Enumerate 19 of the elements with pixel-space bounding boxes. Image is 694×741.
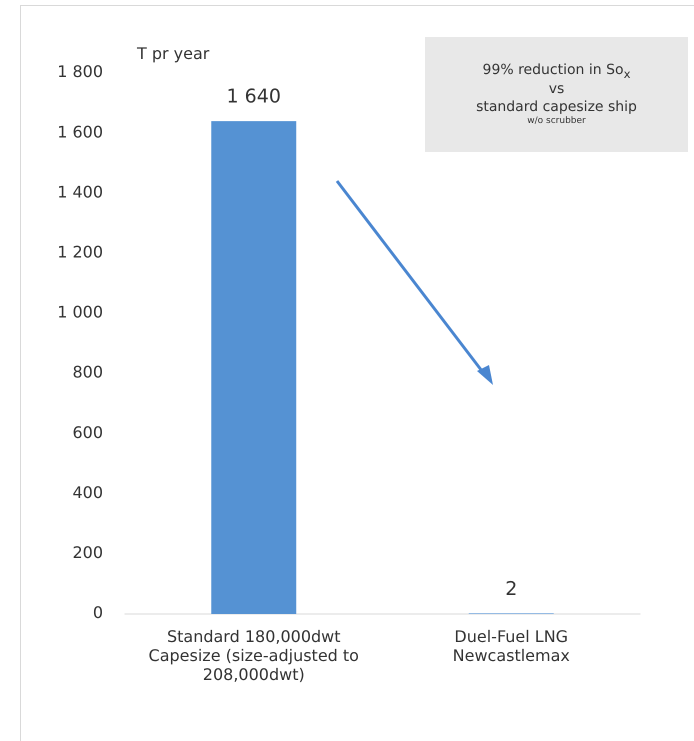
y-tick-label: 400: [72, 482, 103, 502]
annotation: 99% reduction in So$_{x}$: [482, 62, 632, 82]
annotation: vs: [548, 81, 566, 99]
y-tick-label: 600: [72, 422, 103, 442]
y-tick-label: 1 200: [57, 242, 103, 262]
x-tick-label: Standard 180,000dwt Capesize (size-adjusted to 208,000dwt): [148, 626, 359, 684]
y-tick-label: 1 600: [57, 122, 103, 142]
y-tick-label: 1 000: [57, 302, 103, 322]
y-axis-title: T pr year: [136, 44, 210, 64]
y-tick-label: 1 400: [57, 182, 103, 202]
annotation: w/o scrubber: [526, 116, 587, 128]
data-label: 2: [505, 578, 518, 600]
data-label: 1 640: [226, 86, 281, 108]
y-tick-label: 1 800: [57, 62, 103, 82]
y-tick-label: 0: [92, 603, 103, 622]
y-tick-label: 800: [72, 362, 103, 382]
annotation: standard capesize ship: [475, 98, 638, 116]
x-tick-label: Duel-Fuel LNG Newcastlemax: [452, 626, 570, 665]
y-tick-label: 200: [72, 543, 103, 562]
